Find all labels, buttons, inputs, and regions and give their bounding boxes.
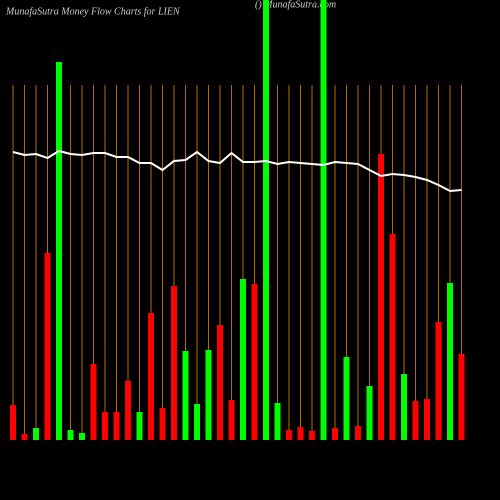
chart-subtitle: () MunafaSutra.com <box>255 0 336 10</box>
bar <box>171 286 177 440</box>
bar <box>447 283 453 440</box>
bar <box>297 427 304 440</box>
bar <box>217 325 223 440</box>
bar <box>33 428 39 440</box>
bar <box>205 350 212 440</box>
money-flow-line <box>12 149 462 193</box>
bar <box>125 381 131 440</box>
chart-title: MunafaSutra Money Flow Charts for LIEN <box>5 6 181 17</box>
bar <box>148 313 154 440</box>
bar <box>424 399 430 440</box>
bar <box>286 430 292 440</box>
bar <box>90 364 97 440</box>
bar <box>10 405 16 440</box>
bar <box>113 412 120 440</box>
bar <box>355 426 361 440</box>
bar <box>194 404 200 440</box>
bar <box>378 154 384 440</box>
bar <box>56 62 62 440</box>
bar <box>251 284 258 440</box>
bar <box>435 322 442 440</box>
bar <box>274 403 281 440</box>
bar <box>309 431 315 440</box>
bar <box>21 434 28 440</box>
bar <box>136 412 143 440</box>
bar <box>412 401 419 440</box>
bar <box>240 279 246 440</box>
bar <box>343 357 350 440</box>
bar <box>366 386 373 440</box>
bar <box>263 0 269 440</box>
bar <box>159 408 166 440</box>
bar <box>79 433 85 440</box>
bar <box>182 351 189 440</box>
bar <box>44 253 51 440</box>
bar <box>320 0 327 440</box>
bar <box>332 428 338 440</box>
bar <box>401 374 407 440</box>
bar <box>67 430 74 440</box>
bar <box>389 234 396 440</box>
bar <box>228 400 235 440</box>
bar <box>102 412 108 440</box>
bar <box>458 354 465 440</box>
